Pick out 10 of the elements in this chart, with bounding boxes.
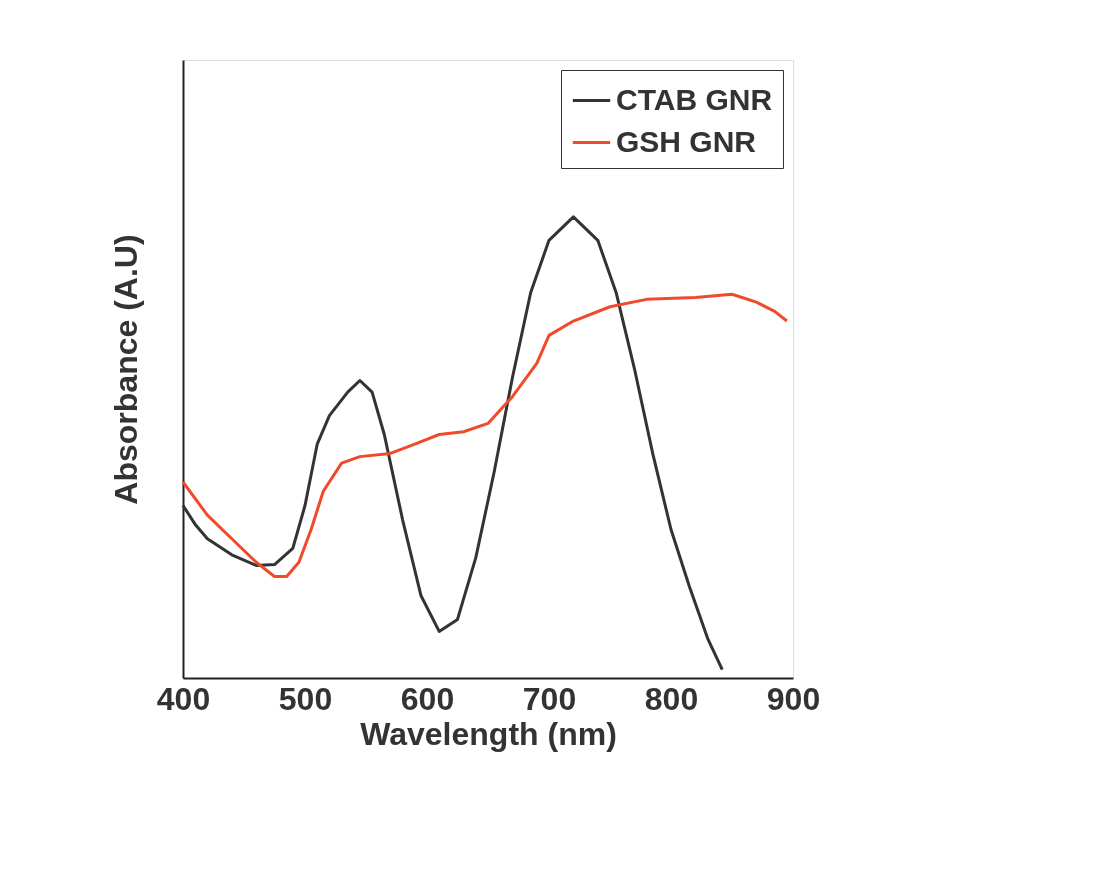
x-tick-label: 400 bbox=[156, 680, 211, 717]
legend-label: CTAB GNR bbox=[616, 82, 773, 116]
y-axis-title: Absorbance (A.U) bbox=[107, 234, 144, 505]
legend-label: GSH GNR bbox=[616, 124, 757, 158]
x-tick-label: 600 bbox=[400, 680, 455, 717]
x-tick-label: 700 bbox=[522, 680, 577, 717]
x-axis-title: Wavelength (nm) bbox=[360, 715, 617, 752]
x-tick-label: 500 bbox=[278, 680, 333, 717]
x-tick-label: 900 bbox=[766, 680, 821, 717]
x-tick-label: 800 bbox=[644, 680, 699, 717]
